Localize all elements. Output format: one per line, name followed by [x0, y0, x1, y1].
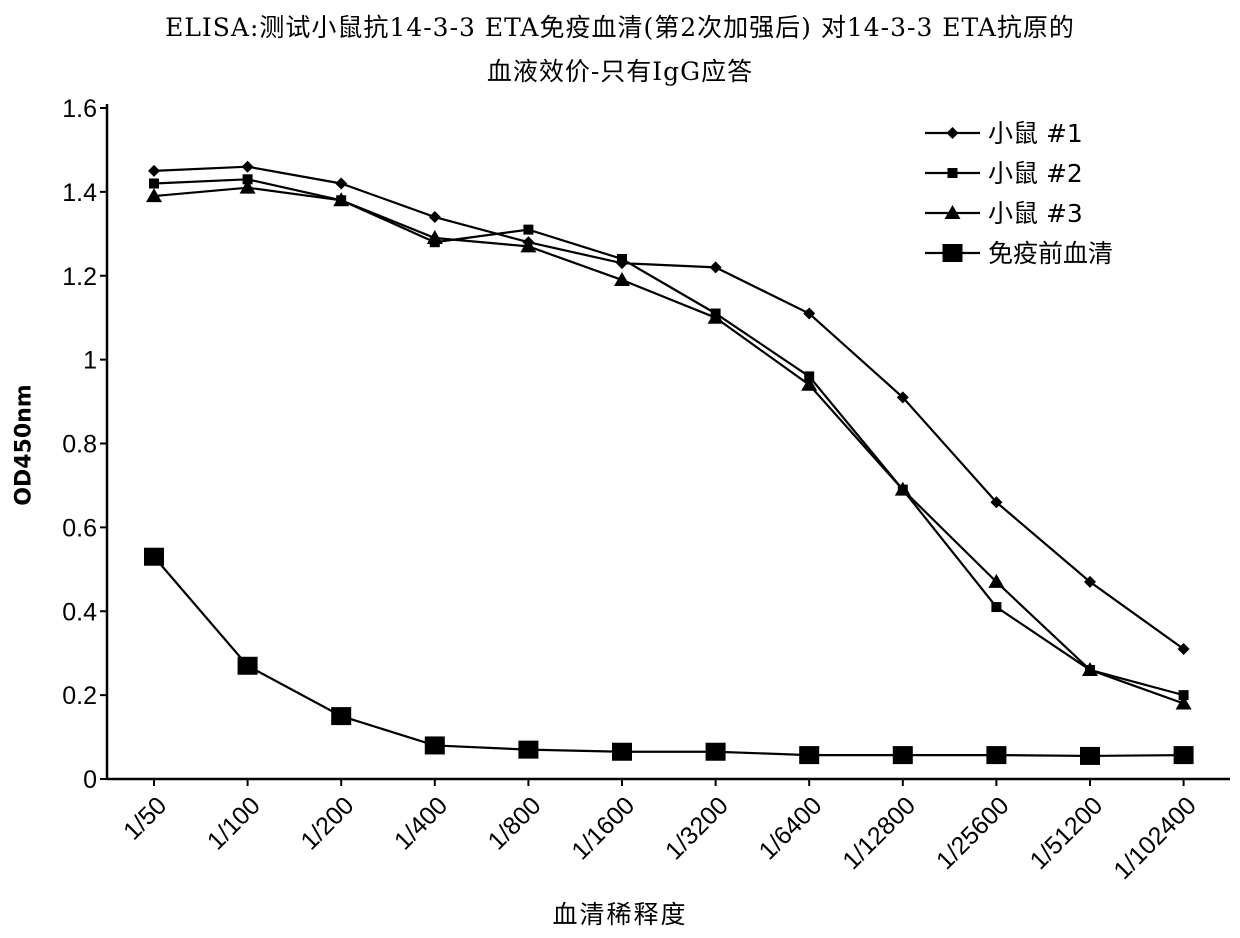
data-point	[146, 188, 162, 203]
x-axis-ticks: 1/50 1/100 1/200 1/400 1/800 1/1600 1/3200 1/64…	[118, 779, 1202, 885]
legend: 小鼠 #1 小鼠 #2 小鼠 #3 免疫前血清	[925, 119, 1113, 268]
y-tick-label: 0.8	[62, 431, 97, 459]
data-point	[804, 371, 815, 382]
legend-item-3: 小鼠 #3	[925, 199, 1083, 228]
y-tick-label: 1.4	[62, 179, 97, 207]
x-axis-label: 血清稀释度	[552, 900, 688, 929]
data-point	[1084, 575, 1096, 588]
data-point	[335, 177, 348, 190]
data-point	[1177, 642, 1190, 655]
series-3	[146, 179, 1192, 710]
legend-marker	[947, 168, 958, 178]
data-point	[988, 573, 1005, 588]
data-point	[799, 746, 820, 765]
data-point	[148, 164, 160, 177]
x-tick-label: 1/3200	[660, 791, 734, 865]
y-tick-label: 0.4	[62, 598, 97, 626]
y-tick-label: 0.6	[62, 514, 97, 542]
chart-title-line-2: 血液效价-只有IgG应答	[486, 57, 754, 86]
data-point	[1175, 695, 1192, 710]
data-point	[614, 271, 630, 286]
data-point	[520, 238, 537, 253]
legend-item-1: 小鼠 #1	[925, 119, 1083, 148]
legend-marker	[946, 127, 959, 139]
series-1	[148, 160, 1190, 655]
data-point	[801, 376, 818, 391]
y-tick-label: 1	[83, 347, 97, 375]
series-line	[153, 186, 1184, 705]
series-line	[153, 556, 1184, 758]
y-axis-ticks: 0 0.2 0.4 0.6 0.8 1 1.2 1.4 1.6	[62, 95, 107, 794]
x-tick-label: 1/200	[295, 791, 359, 855]
data-point	[239, 179, 256, 194]
data-point	[709, 261, 722, 274]
data-point	[612, 742, 632, 761]
data-point	[1082, 661, 1098, 676]
x-tick-label: 1/800	[483, 791, 547, 855]
legend-label: 免疫前血清	[988, 239, 1113, 268]
x-tick-label: 1/25600	[931, 791, 1015, 875]
x-tick-label: 1/102400	[1108, 791, 1202, 885]
legend-item-2: 小鼠 #2	[925, 159, 1083, 188]
series-line	[153, 165, 1185, 650]
legend-marker	[942, 244, 963, 262]
data-point	[1080, 746, 1100, 765]
data-point	[707, 309, 724, 324]
x-tick-label: 1/1600	[566, 791, 640, 865]
series-4	[144, 547, 1194, 765]
legend-item-4: 免疫前血清	[925, 239, 1113, 268]
data-point	[518, 740, 539, 759]
legend-label: 小鼠 #2	[988, 159, 1083, 188]
x-tick-label: 1/50	[118, 791, 172, 845]
y-tick-label: 1.2	[62, 263, 97, 291]
data-point	[426, 230, 443, 245]
data-point	[894, 481, 911, 496]
data-point	[1178, 690, 1189, 701]
data-point	[523, 224, 534, 235]
data-point	[990, 496, 1003, 509]
y-tick-label: 1.6	[62, 95, 97, 123]
y-tick-label: 0	[83, 766, 97, 794]
data-point	[803, 307, 816, 320]
data-point	[149, 178, 159, 189]
data-point	[242, 174, 253, 185]
data-point	[424, 736, 445, 755]
axes	[105, 104, 1230, 781]
x-tick-label: 1/100	[202, 791, 266, 855]
y-tick-label: 0.2	[62, 682, 97, 710]
legend-marker	[944, 205, 961, 219]
data-point	[1173, 746, 1194, 765]
data-point	[144, 547, 164, 566]
legend-label: 小鼠 #3	[988, 199, 1083, 228]
data-point	[333, 192, 350, 207]
series-layer	[144, 160, 1194, 765]
data-point	[241, 160, 254, 173]
data-point	[896, 391, 909, 404]
x-tick-label: 1/400	[389, 791, 453, 855]
data-point	[986, 746, 1007, 765]
data-point	[617, 253, 627, 264]
data-point	[892, 746, 913, 765]
data-point	[991, 602, 1002, 613]
data-point	[705, 742, 726, 761]
data-point	[237, 656, 258, 675]
data-point	[331, 707, 352, 726]
x-tick-label: 1/51200	[1025, 791, 1109, 875]
data-point	[428, 211, 441, 224]
series-line	[153, 178, 1184, 697]
legend-label: 小鼠 #1	[988, 119, 1083, 148]
x-tick-label: 1/6400	[754, 791, 828, 865]
chart-title-line-1: ELISA:测试小鼠抗14-3-3 ETA免疫血清(第2次加强后) 对14-3-…	[165, 13, 1075, 42]
x-tick-label: 1/12800	[837, 791, 921, 875]
